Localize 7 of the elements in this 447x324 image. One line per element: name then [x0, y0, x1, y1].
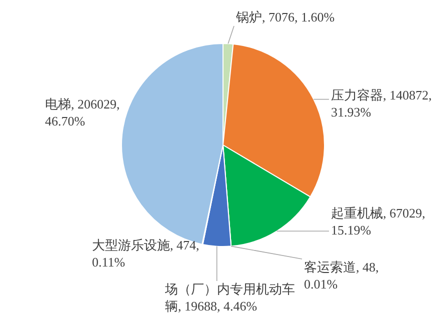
slice-label: 场（厂）内专用机动车辆, 19688, 4.46% [164, 281, 295, 314]
slice-label: 压力容器, 140872, 31.93% [331, 87, 432, 120]
slice-label: 锅炉, 7076, 1.60% [235, 9, 335, 24]
slice-label: 客运索道, 48, 0.01% [304, 259, 379, 292]
slice-label: 起重机械, 67029, 15.19% [331, 205, 426, 238]
slice-label: 电梯, 206029, 46.70% [45, 96, 120, 128]
slice-label: 大型游乐设施, 474, 0.11% [92, 237, 200, 270]
